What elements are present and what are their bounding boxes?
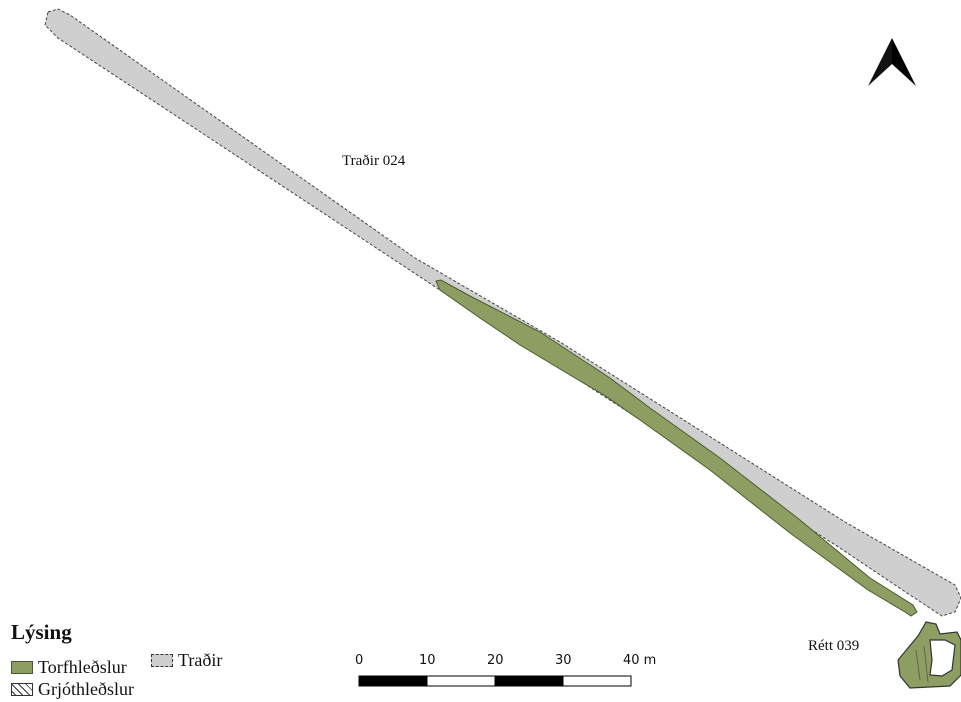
- legend-title: Lýsing: [11, 620, 72, 644]
- scale-bar: [358, 675, 632, 687]
- legend-item-grjothledslur: Grjóthleðslur: [11, 679, 134, 700]
- scale-tick-0: 0: [355, 653, 364, 668]
- rett-039-label: Rétt 039: [808, 638, 860, 654]
- turf-swatch-icon: [11, 661, 33, 674]
- scale-tick-20: 20: [487, 653, 504, 668]
- scale-tick-10: 10: [419, 653, 436, 668]
- scale-seg-4: [562, 675, 632, 687]
- turf-wall-polygon: [435, 279, 918, 617]
- rett-039-polygon: [897, 621, 961, 689]
- legend-item-label: Torfhleðslur: [38, 657, 127, 677]
- tradir-swatch-icon: [151, 654, 173, 667]
- legend-item-label: Grjóthleðslur: [38, 679, 134, 699]
- legend-item-tradir: Traðir: [151, 650, 222, 671]
- north-arrow-icon: [868, 38, 916, 86]
- scale-tick-30: 30: [555, 653, 572, 668]
- legend-item-label: Traðir: [178, 650, 223, 670]
- scale-seg-2: [426, 675, 496, 687]
- stone-hatch-swatch-icon: [11, 683, 33, 696]
- legend-item-torfhledslur: Torfhleðslur: [11, 657, 127, 678]
- scale-tick-40: 40 m: [623, 653, 657, 668]
- scale-seg-1: [358, 675, 428, 687]
- scale-seg-3: [494, 675, 564, 687]
- rett-039-inner-hatch: [915, 645, 929, 683]
- tradir-024-label: Traðir 024: [342, 153, 406, 169]
